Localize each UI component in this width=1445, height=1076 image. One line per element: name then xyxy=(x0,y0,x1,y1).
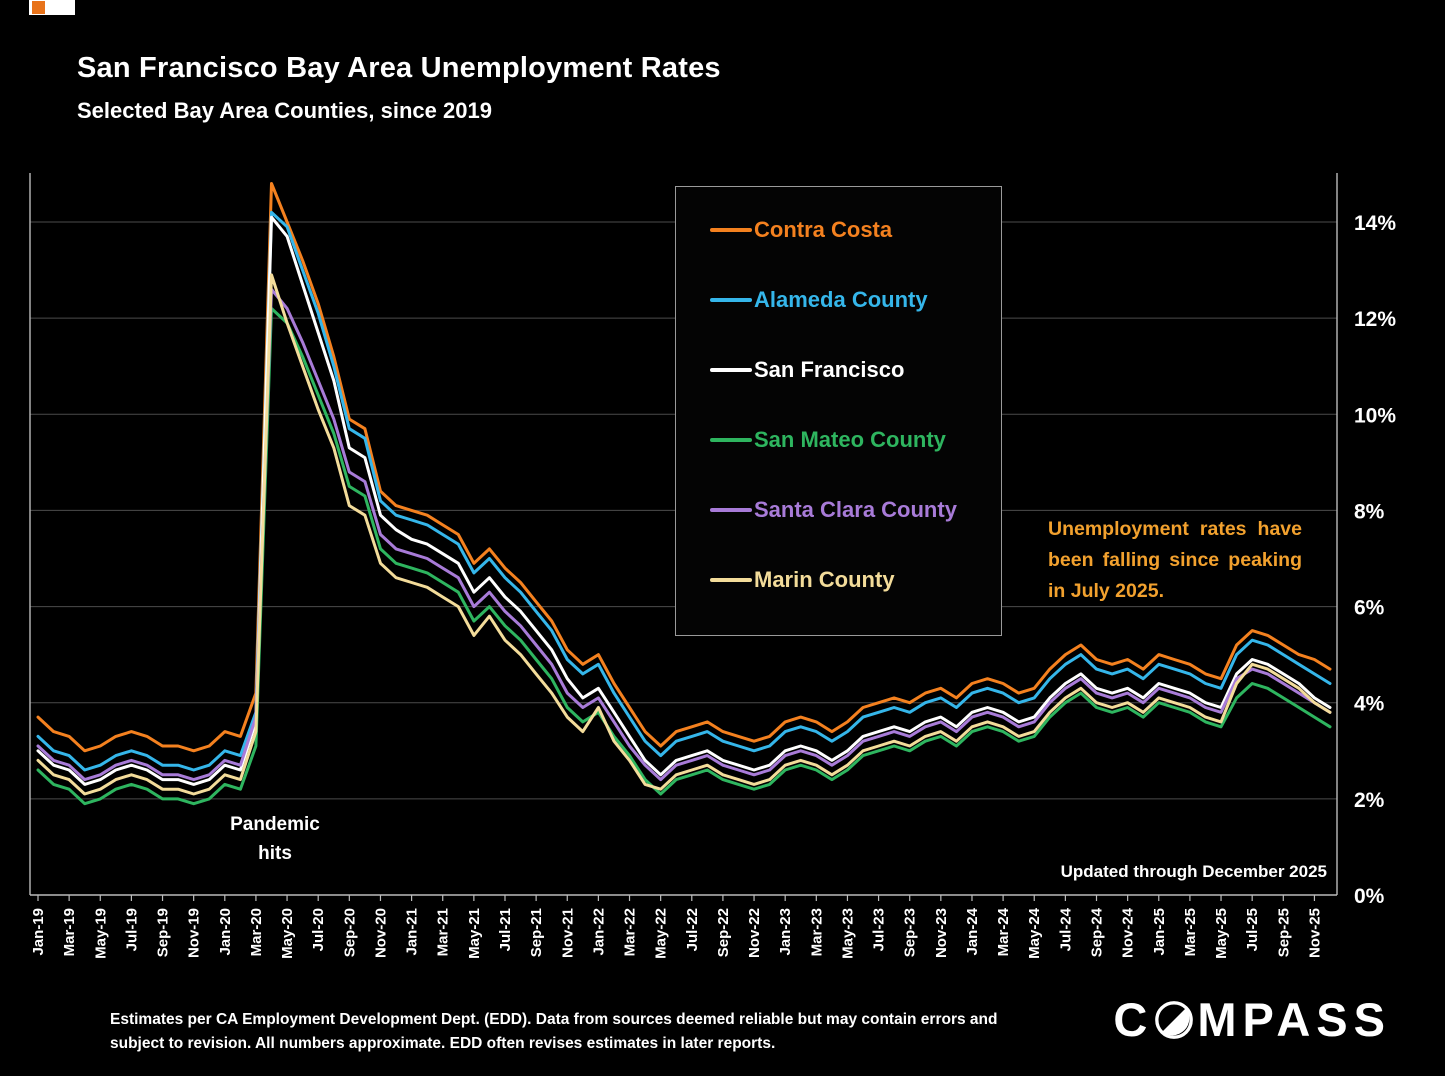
compass-logo-icon xyxy=(1155,1000,1194,1039)
x-axis-tick-label: Jul-23 xyxy=(871,908,888,951)
legend-item-san-francisco: San Francisco xyxy=(710,357,991,383)
x-axis-tick-label: Mar-21 xyxy=(435,908,452,956)
legend-swatch-icon xyxy=(710,228,752,232)
x-axis-tick-label: Mar-19 xyxy=(61,908,78,956)
y-axis-tick-label: 10% xyxy=(1354,404,1396,427)
x-axis-tick-label: Jan-23 xyxy=(777,908,794,956)
x-axis-tick-label: Sep-20 xyxy=(341,908,358,957)
annotation-pandemic-line1: Pandemic xyxy=(230,814,320,835)
x-axis-tick-label: Nov-22 xyxy=(746,908,763,958)
series-line-santa-clara-county xyxy=(36,287,1332,782)
x-axis-tick-label: May-19 xyxy=(92,908,109,959)
x-axis-tick-label: May-25 xyxy=(1213,908,1230,959)
x-axis-tick-label: Mar-22 xyxy=(622,908,639,956)
x-axis-tick-label: Sep-25 xyxy=(1275,908,1292,957)
y-axis-tick-label: 8% xyxy=(1354,500,1385,523)
series-line-contra-costa xyxy=(36,182,1332,753)
y-axis-tick-label: 4% xyxy=(1354,693,1385,716)
x-axis-tick-label: May-22 xyxy=(653,908,670,959)
x-axis-tick-label: Jan-24 xyxy=(964,907,981,955)
top-left-artifact xyxy=(29,0,75,15)
annotation-pandemic-hits: Pandemic hits xyxy=(180,810,370,869)
x-axis-tick-label: May-24 xyxy=(1026,907,1043,959)
x-axis-tick-label: May-20 xyxy=(279,908,296,959)
x-axis-tick-label: Nov-23 xyxy=(933,908,950,958)
x-axis-tick-label: Mar-23 xyxy=(808,908,825,956)
y-axis-tick-label: 2% xyxy=(1354,789,1385,812)
x-axis-tick-label: Jul-25 xyxy=(1244,908,1261,951)
legend-swatch-icon xyxy=(710,578,752,582)
series-line-alameda-county xyxy=(36,210,1332,772)
compass-logo-letters-mpass: MPASS xyxy=(1197,993,1391,1046)
y-axis-tick-label: 14% xyxy=(1354,212,1396,235)
x-axis-tick-label: Mar-20 xyxy=(248,908,265,956)
x-axis-tick-label: Jan-25 xyxy=(1151,908,1168,956)
legend-swatch-icon xyxy=(710,508,752,512)
x-axis-tick-label: Jan-19 xyxy=(30,908,47,956)
legend-label: Santa Clara County xyxy=(754,497,957,522)
legend-item-santa-clara-county: Santa Clara County xyxy=(710,497,991,523)
x-axis-tick-label: Nov-24 xyxy=(1120,907,1137,958)
x-axis-tick-label: Nov-25 xyxy=(1306,908,1323,958)
annotation-updated-through: Updated through December 2025 xyxy=(1060,862,1327,881)
legend-label: Marin County xyxy=(754,567,895,592)
legend-swatch-icon xyxy=(710,438,752,442)
footer-disclaimer: Estimates per CA Employment Development … xyxy=(110,1011,998,1053)
series-line-marin-county xyxy=(36,273,1332,796)
legend-item-san-mateo-county: San Mateo County xyxy=(710,427,991,453)
x-axis-tick-label: Jul-22 xyxy=(684,908,701,951)
compass-logo: C MPASS xyxy=(1113,992,1391,1047)
legend-label: Alameda County xyxy=(754,287,928,312)
page-title: San Francisco Bay Area Unemployment Rate… xyxy=(77,52,721,84)
y-axis-tick-label: 0% xyxy=(1354,885,1385,908)
annotation-falling-note: Unemployment rates have been falling sin… xyxy=(1048,518,1302,603)
page-subtitle: Selected Bay Area Counties, since 2019 xyxy=(77,98,492,123)
x-axis-tick-label: Jul-21 xyxy=(497,908,514,951)
x-axis-tick-label: Nov-20 xyxy=(372,908,389,958)
chart-legend: Contra Costa Alameda County San Francisco S… xyxy=(675,186,1002,636)
legend-label: San Francisco xyxy=(754,357,905,382)
legend-item-marin-county: Marin County xyxy=(710,567,991,593)
x-axis-tick-label: Jul-24 xyxy=(1057,907,1074,951)
x-axis-tick-label: Sep-24 xyxy=(1089,907,1106,957)
x-axis-tick-label: Nov-21 xyxy=(559,908,576,958)
x-axis-tick-label: Jul-20 xyxy=(310,908,327,951)
x-axis-tick-label: Nov-19 xyxy=(186,908,203,958)
x-axis-tick-label: Mar-25 xyxy=(1182,908,1199,956)
legend-label: San Mateo County xyxy=(754,427,946,452)
series-line-san-mateo-county xyxy=(36,307,1332,806)
x-axis-tick-label: Jan-20 xyxy=(217,908,234,956)
x-axis-tick-label: Jul-19 xyxy=(123,908,140,951)
top-left-artifact-square xyxy=(32,1,45,14)
y-axis-tick-label: 12% xyxy=(1354,308,1396,331)
x-axis-tick-label: Sep-22 xyxy=(715,908,732,957)
x-axis-tick-label: May-21 xyxy=(466,908,483,959)
compass-logo-letter-c: C xyxy=(1113,993,1154,1046)
x-axis-tick-label: May-23 xyxy=(839,908,856,959)
legend-swatch-icon xyxy=(710,368,752,372)
x-axis-tick-label: Jan-22 xyxy=(590,908,607,956)
x-axis-tick-label: Sep-19 xyxy=(155,908,172,957)
x-axis-tick-label: Mar-24 xyxy=(995,907,1012,956)
legend-item-alameda-county: Alameda County xyxy=(710,287,991,313)
annotation-pandemic-line2: hits xyxy=(258,843,292,865)
y-axis-tick-label: 6% xyxy=(1354,597,1385,620)
x-axis-tick-label: Sep-21 xyxy=(528,908,545,957)
x-axis-tick-label: Sep-23 xyxy=(902,908,919,957)
legend-label: Contra Costa xyxy=(754,217,893,242)
legend-swatch-icon xyxy=(710,298,752,302)
legend-item-contra-costa: Contra Costa xyxy=(710,217,991,243)
x-axis-tick-label: Jan-21 xyxy=(404,908,421,956)
